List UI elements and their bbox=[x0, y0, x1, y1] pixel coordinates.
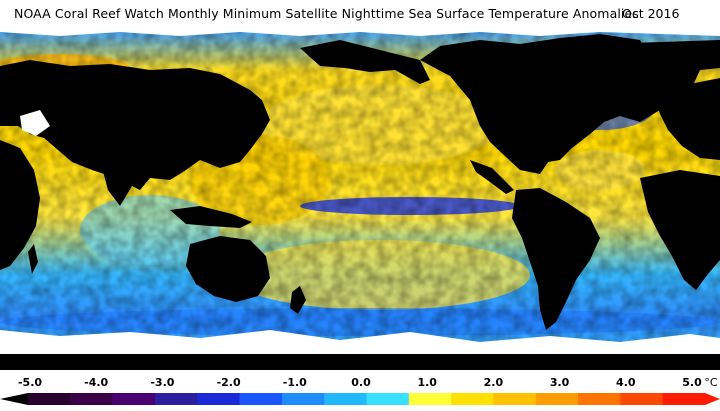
world-map-canvas bbox=[0, 30, 720, 370]
colorbar-tick-label: -5.0 bbox=[17, 376, 43, 389]
land-india bbox=[100, 160, 132, 206]
land-alaska-canada bbox=[300, 40, 430, 84]
colorbar-min-arrow bbox=[0, 393, 28, 405]
colorbar-swatch bbox=[70, 393, 114, 405]
colorbar-swatch bbox=[620, 393, 664, 405]
land-africa bbox=[0, 140, 40, 270]
land-europe bbox=[652, 78, 720, 160]
colorbar-max-arrow bbox=[705, 393, 720, 405]
land-north-america bbox=[0, 30, 720, 174]
colorbar-swatch bbox=[112, 393, 156, 405]
colorbar-swatch bbox=[366, 393, 410, 405]
colorbar-tick-label: -3.0 bbox=[150, 376, 175, 389]
land-central-america bbox=[470, 160, 514, 194]
colorbar-tick-label: -2.0 bbox=[216, 376, 241, 389]
sea-ice-hudson bbox=[20, 110, 50, 136]
colorbar-swatch bbox=[493, 393, 537, 405]
world-map bbox=[0, 30, 720, 370]
land-indonesia bbox=[170, 206, 252, 228]
land-greenland bbox=[560, 34, 650, 90]
colorbar-swatch bbox=[408, 393, 452, 405]
colorbar-unit-label: °C bbox=[704, 376, 718, 389]
land-madagascar bbox=[28, 244, 38, 274]
colorbar-tick-label: -4.0 bbox=[84, 376, 109, 389]
colorbar-swatch bbox=[535, 393, 579, 405]
colorbar-tick-label: 5.0 bbox=[682, 376, 702, 389]
land-masses bbox=[0, 30, 720, 370]
land-south-america bbox=[512, 188, 600, 330]
colorbar-tick-label: -1.0 bbox=[282, 376, 307, 389]
sea-ice-antarctic bbox=[0, 330, 720, 354]
colorbar-tick-label: 0.0 bbox=[351, 376, 371, 389]
land-eurasia bbox=[0, 60, 270, 190]
colorbar-swatch bbox=[281, 393, 325, 405]
land-africa-east bbox=[640, 170, 720, 290]
sea-ice-arctic bbox=[0, 30, 720, 36]
colorbar-tick-label: 1.0 bbox=[417, 376, 437, 389]
colorbar-tick-label: 3.0 bbox=[549, 376, 570, 389]
land-new-zealand bbox=[290, 286, 306, 314]
colorbar-swatch bbox=[324, 393, 367, 405]
colorbar-tick-label: 4.0 bbox=[616, 376, 636, 389]
land-australia bbox=[186, 236, 270, 302]
colorbar-swatch bbox=[154, 393, 198, 405]
colorbar-swatch bbox=[239, 393, 283, 405]
colorbar-swatch bbox=[197, 393, 241, 405]
land-antarctica bbox=[0, 352, 720, 370]
colorbar-swatch bbox=[451, 393, 494, 405]
map-date: Oct 2016 bbox=[622, 6, 680, 21]
colorbar-tick-label: 2.0 bbox=[483, 376, 504, 389]
colorbar bbox=[0, 393, 720, 405]
map-title: NOAA Coral Reef Watch Monthly Minimum Sa… bbox=[14, 6, 639, 21]
land-japan bbox=[246, 110, 260, 136]
colorbar-swatch bbox=[578, 393, 621, 405]
header: NOAA Coral Reef Watch Monthly Minimum Sa… bbox=[0, 6, 720, 28]
colorbar-tick-labels: -5.0 -4.0 -3.0 -2.0 -1.0 0.0 1.0 2.0 3.0 4.0 5.0 °C bbox=[0, 376, 720, 390]
colorbar-swatch bbox=[662, 393, 706, 405]
sea-ice bbox=[0, 30, 720, 354]
colorbar-swatch bbox=[28, 393, 71, 405]
